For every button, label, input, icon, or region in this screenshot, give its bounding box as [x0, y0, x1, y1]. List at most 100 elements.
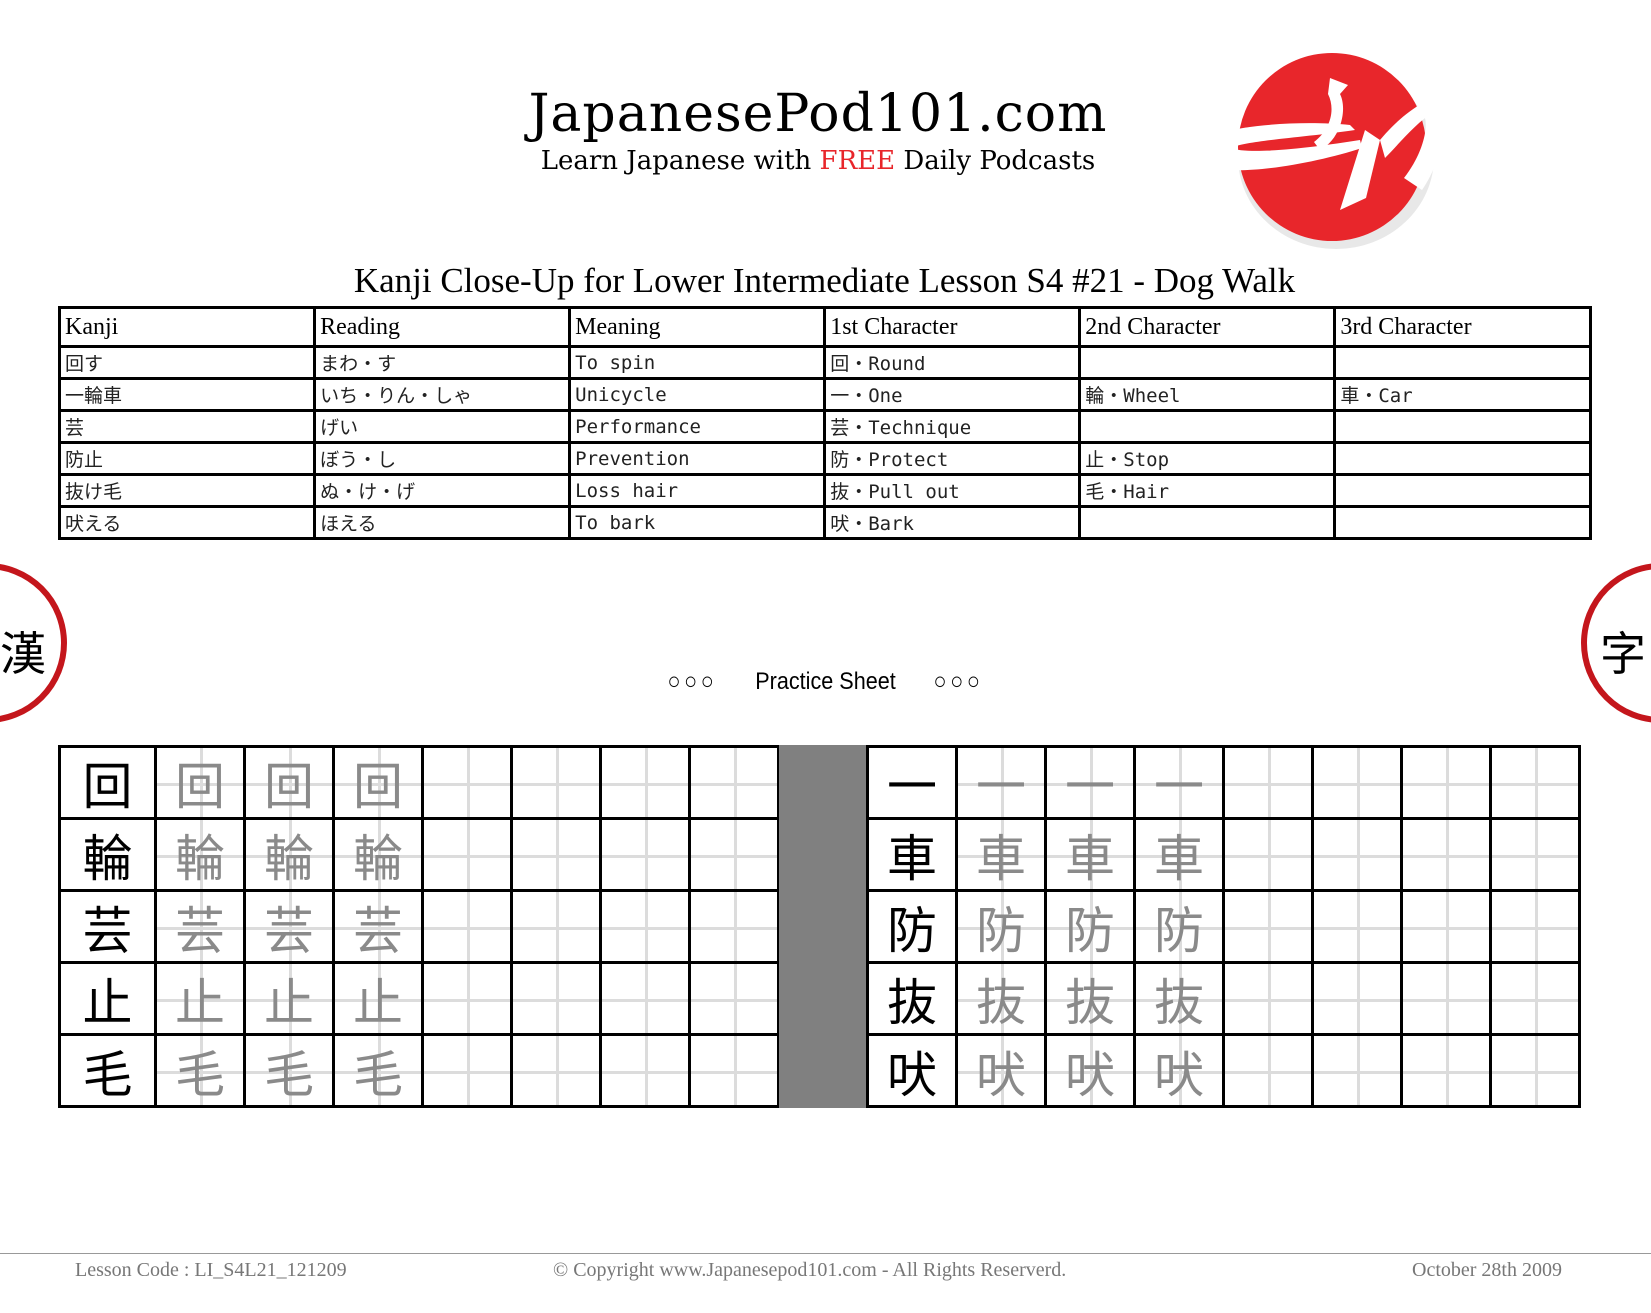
column-header: Kanji	[57, 306, 317, 348]
practice-character: 防	[1065, 901, 1115, 960]
practice-blank-cell	[1492, 892, 1581, 964]
tagline-free: FREE	[819, 146, 896, 176]
practice-grid-left: 回回回回輪輪輪輪芸芸芸芸止止止止毛毛毛毛	[58, 745, 780, 1108]
practice-character: 回	[353, 757, 403, 816]
table-cell: 止・Stop	[1078, 441, 1337, 476]
practice-trace-cell: 一	[958, 748, 1047, 820]
practice-character: 芸	[175, 901, 225, 960]
practice-blank-cell	[1314, 892, 1403, 964]
tagline: Learn Japanese with FREE Daily Podcasts	[418, 145, 1218, 177]
practice-blank-cell	[602, 820, 691, 892]
practice-model-cell: 止	[61, 964, 157, 1036]
practice-character: 車	[976, 829, 1026, 888]
practice-blank-cell	[1403, 1036, 1492, 1108]
practice-blank-cell	[1225, 1036, 1314, 1108]
practice-trace-cell: 車	[958, 820, 1047, 892]
practice-trace-cell: 毛	[157, 1036, 246, 1108]
table-cell: 防・Protect	[823, 441, 1082, 476]
practice-blank-cell	[1225, 748, 1314, 820]
table-cell: 毛・Hair	[1078, 473, 1337, 508]
jp-logo-icon	[1193, 53, 1448, 249]
practice-character: 回	[82, 757, 133, 816]
table-cell: 吠・Bark	[823, 505, 1082, 540]
practice-character: 防	[1154, 901, 1204, 960]
copyright-suffix: - All Rights Reserverd.	[876, 1259, 1067, 1281]
practice-character: 毛	[175, 1045, 225, 1104]
table-cell: まわ・す	[313, 345, 572, 380]
practice-trace-cell: 回	[335, 748, 424, 820]
practice-blank-cell	[602, 748, 691, 820]
grid-divider	[779, 745, 868, 1108]
practice-model-cell: 回	[61, 748, 157, 820]
practice-blank-cell	[1492, 820, 1581, 892]
practice-trace-cell: 抜	[1136, 964, 1225, 1036]
practice-sheet-label: Practice Sheet	[755, 668, 896, 695]
table-cell	[1333, 345, 1592, 380]
practice-blank-cell	[602, 964, 691, 1036]
practice-character: 吠	[1154, 1045, 1204, 1104]
tagline-end: Daily Podcasts	[895, 146, 1096, 176]
practice-grid-right: 一一一一車車車車防防防防抜抜抜抜吠吠吠吠	[866, 745, 1581, 1108]
practice-blank-cell	[1492, 1036, 1581, 1108]
practice-blank-cell	[1314, 964, 1403, 1036]
footer-date: October 28th 2009	[1412, 1259, 1562, 1281]
practice-trace-cell: 吠	[958, 1036, 1047, 1108]
table-cell: 回・Round	[823, 345, 1082, 380]
practice-character: 回	[175, 757, 225, 816]
practice-blank-cell	[1492, 748, 1581, 820]
table-row: 抜け毛 ぬ・け・げ Loss hair 抜・Pull out 毛・Hair	[57, 473, 1592, 508]
practice-character: 車	[887, 829, 937, 888]
tagline-start: Learn Japanese with	[540, 146, 820, 176]
table-cell: 吠える	[57, 505, 317, 540]
practice-blank-cell	[513, 820, 602, 892]
practice-trace-cell: 輪	[157, 820, 246, 892]
practice-blank-cell	[1492, 964, 1581, 1036]
practice-trace-cell: 一	[1047, 748, 1136, 820]
practice-model-cell: 毛	[61, 1036, 157, 1108]
practice-character: 輪	[353, 829, 403, 888]
table-cell: げい	[313, 409, 572, 444]
site-link[interactable]: www.Japanesepod101.com	[659, 1259, 877, 1281]
table-header-row: Kanji Reading Meaning 1st Character 2nd Char…	[57, 306, 1592, 348]
table-cell: ほえる	[313, 505, 572, 540]
table-row: 吠える ほえる To bark 吠・Bark	[57, 505, 1592, 540]
practice-trace-cell: 毛	[335, 1036, 424, 1108]
practice-character: 防	[976, 901, 1026, 960]
practice-model-cell: 車	[869, 820, 958, 892]
practice-blank-cell	[1225, 820, 1314, 892]
practice-character: 抜	[1154, 973, 1204, 1032]
practice-blank-cell	[1225, 892, 1314, 964]
practice-trace-cell: 防	[1136, 892, 1225, 964]
table-cell	[1333, 441, 1592, 476]
practice-trace-cell: 輪	[246, 820, 335, 892]
practice-character: 一	[887, 757, 937, 816]
practice-character: 吠	[887, 1045, 937, 1104]
column-header: 3rd Character	[1333, 306, 1592, 348]
kan-char-decoration: 漢	[0, 627, 46, 681]
table-cell	[1333, 505, 1592, 540]
practice-trace-cell: 止	[246, 964, 335, 1036]
practice-character: 回	[264, 757, 314, 816]
footer-divider	[0, 1253, 1651, 1254]
practice-character: 輪	[264, 829, 314, 888]
table-cell: 芸	[57, 409, 317, 444]
practice-trace-cell: 抜	[1047, 964, 1136, 1036]
column-header: Meaning	[568, 306, 827, 348]
practice-blank-cell	[691, 964, 780, 1036]
practice-trace-cell: 止	[335, 964, 424, 1036]
practice-blank-cell	[691, 748, 780, 820]
practice-character: 止	[353, 973, 403, 1032]
practice-character: 車	[1065, 829, 1115, 888]
practice-blank-cell	[1314, 820, 1403, 892]
table-cell: Prevention	[568, 441, 827, 476]
practice-character: 輪	[175, 829, 225, 888]
practice-blank-cell	[691, 892, 780, 964]
practice-character: 一	[1065, 757, 1115, 816]
table-cell: To bark	[568, 505, 827, 540]
practice-blank-cell	[1403, 820, 1492, 892]
practice-blank-cell	[513, 964, 602, 1036]
table-cell: 回す	[57, 345, 317, 380]
table-cell: 一輪車	[57, 377, 317, 412]
table-cell	[1078, 345, 1337, 380]
practice-blank-cell	[513, 1036, 602, 1108]
